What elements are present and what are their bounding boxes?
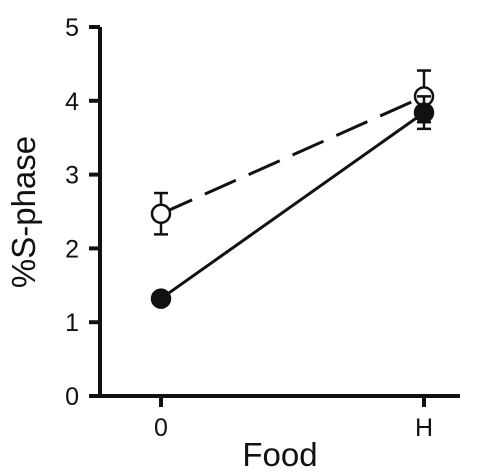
y-axis-title: %S-phase [5, 136, 42, 288]
series-layer [150, 69, 435, 309]
x-tick-label: H [415, 414, 433, 442]
filled-circle-marker [150, 288, 172, 309]
series-line [160, 111, 425, 300]
y-tick-label: 3 [65, 162, 79, 190]
series-line [160, 95, 425, 216]
series-1 [150, 69, 435, 236]
open-circle-marker [150, 203, 172, 224]
x-axis-title: Food [242, 436, 317, 473]
y-tick-label: 0 [65, 383, 79, 411]
filled-circle-marker [413, 102, 435, 123]
y-tick-label: 1 [65, 309, 79, 337]
y-tick-label: 5 [65, 14, 79, 42]
y-tick-label: 2 [65, 235, 79, 263]
y-tick-label: 4 [65, 88, 79, 116]
y-ticks: 0 1 2 3 4 5 [65, 14, 100, 411]
series-2 [150, 95, 435, 309]
x-tick-label: 0 [154, 414, 168, 442]
